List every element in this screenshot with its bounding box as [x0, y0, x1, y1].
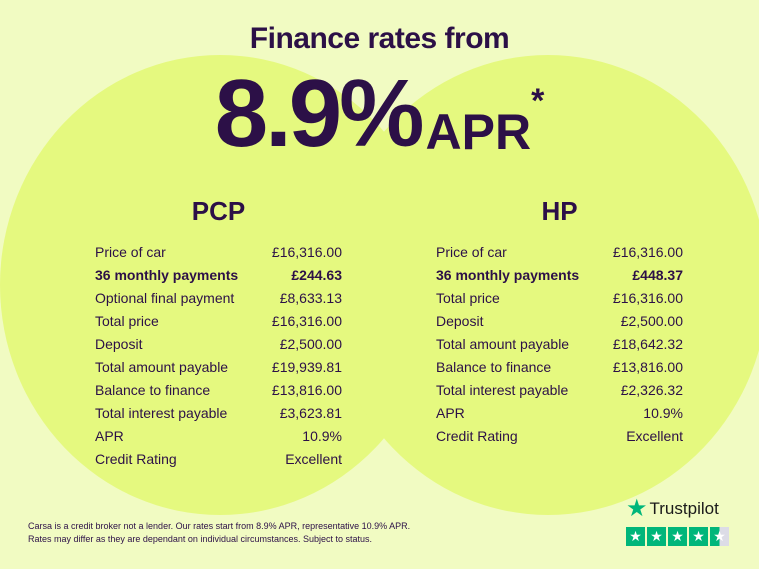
- star-icon: ★: [626, 495, 648, 522]
- hp-table: HP Price of car £16,316.00 36 monthly paym…: [436, 196, 683, 448]
- row-label: Deposit: [95, 336, 143, 352]
- rate-headline: 8.9% APR *: [0, 62, 759, 162]
- row-label: Total interest payable: [95, 405, 228, 421]
- table-row: Credit Rating Excellent: [436, 425, 683, 448]
- row-label: Total price: [436, 290, 500, 306]
- row-label: APR: [95, 428, 124, 444]
- star-icon: ★: [689, 527, 708, 546]
- disclaimer-line: Carsa is a credit broker not a lender. O…: [28, 521, 411, 531]
- row-value: Excellent: [285, 451, 342, 467]
- row-label: Credit Rating: [436, 428, 518, 444]
- table-row: Price of car £16,316.00: [95, 241, 342, 264]
- table-row: Credit Rating Excellent: [95, 448, 342, 471]
- row-label: Price of car: [436, 244, 507, 260]
- row-label: Price of car: [95, 244, 166, 260]
- table-row: APR 10.9%: [95, 425, 342, 448]
- apr-label: APR: [425, 104, 532, 160]
- pcp-title: PCP: [191, 196, 246, 226]
- hp-title: HP: [541, 196, 578, 226]
- row-label: Credit Rating: [95, 451, 177, 467]
- trustpilot-logo: ★ Trustpilot: [626, 494, 729, 523]
- background-circle-right: [328, 55, 759, 515]
- row-value: £16,316.00: [271, 313, 342, 329]
- row-label: Optional final payment: [95, 290, 235, 306]
- star-icon: ★: [647, 527, 666, 546]
- row-value: 10.9%: [643, 405, 683, 421]
- disclaimer: Carsa is a credit broker not a lender. O…: [28, 520, 410, 546]
- pcp-table: PCP Price of car £16,316.00 36 monthly pay…: [95, 196, 342, 471]
- star-icon: ★: [710, 527, 729, 546]
- row-label: Total amount payable: [95, 359, 229, 375]
- row-value: £16,316.00: [271, 244, 342, 260]
- table-row: Optional final payment £8,633.13: [95, 287, 342, 310]
- row-label: 36 monthly payments: [436, 267, 580, 283]
- row-label: Total price: [95, 313, 159, 329]
- table-row: 36 monthly payments £448.37: [436, 264, 683, 287]
- row-label: Balance to finance: [436, 359, 552, 375]
- star-icon: ★: [668, 527, 687, 546]
- table-row: Total price £16,316.00: [436, 287, 683, 310]
- row-value: Excellent: [626, 428, 683, 444]
- row-value: £19,939.81: [271, 359, 342, 375]
- row-value: £448.37: [632, 267, 683, 283]
- table-row: APR 10.9%: [436, 402, 683, 425]
- star-icon: ★: [626, 527, 645, 546]
- row-value: £2,500.00: [620, 313, 683, 329]
- row-label: Deposit: [436, 313, 484, 329]
- row-value: £8,633.13: [279, 290, 342, 306]
- row-label: 36 monthly payments: [95, 267, 239, 283]
- table-row: Deposit £2,500.00: [436, 310, 683, 333]
- table-row: 36 monthly payments £244.63: [95, 264, 342, 287]
- asterisk: *: [531, 82, 545, 120]
- table-row: Total interest payable £3,623.81: [95, 402, 342, 425]
- trustpilot-name: Trustpilot: [649, 498, 719, 518]
- row-value: £16,316.00: [612, 244, 683, 260]
- row-value: £13,816.00: [271, 382, 342, 398]
- row-value: £2,500.00: [279, 336, 342, 352]
- row-label: Balance to finance: [95, 382, 211, 398]
- rate-value: 8.9%: [214, 60, 425, 167]
- trustpilot-rating: ★ ★ ★ ★ ★: [626, 527, 729, 546]
- table-row: Balance to finance £13,816.00: [95, 379, 342, 402]
- row-value: 10.9%: [302, 428, 342, 444]
- row-value: £3,623.81: [279, 405, 342, 421]
- table-row: Total interest payable £2,326.32: [436, 379, 683, 402]
- headline: Finance rates from: [249, 22, 510, 55]
- row-value: £16,316.00: [612, 290, 683, 306]
- row-label: Total amount payable: [436, 336, 570, 352]
- row-label: Total interest payable: [436, 382, 569, 398]
- row-value: £244.63: [291, 267, 342, 283]
- table-row: Total amount payable £19,939.81: [95, 356, 342, 379]
- row-value: £18,642.32: [612, 336, 683, 352]
- disclaimer-line: Rates may differ as they are dependant o…: [28, 534, 373, 544]
- row-value: £2,326.32: [620, 382, 683, 398]
- trustpilot-badge: ★ Trustpilot ★ ★ ★ ★ ★: [626, 494, 729, 546]
- row-label: APR: [436, 405, 465, 421]
- table-row: Price of car £16,316.00: [436, 241, 683, 264]
- row-value: £13,816.00: [612, 359, 683, 375]
- table-row: Balance to finance £13,816.00: [436, 356, 683, 379]
- table-row: Deposit £2,500.00: [95, 333, 342, 356]
- table-row: Total amount payable £18,642.32: [436, 333, 683, 356]
- table-row: Total price £16,316.00: [95, 310, 342, 333]
